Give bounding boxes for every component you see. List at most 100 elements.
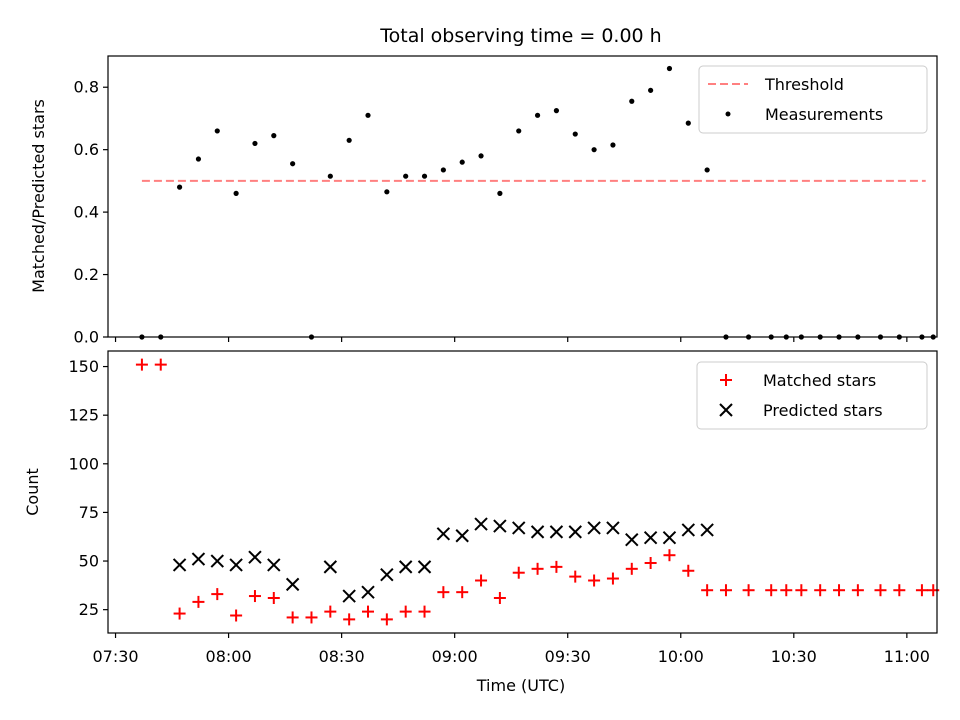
predicted-stars-point (398, 560, 413, 574)
predicted-stars-point (587, 521, 601, 535)
measurement-point (553, 108, 560, 114)
predicted-stars-point (342, 589, 356, 603)
matched-stars-point (135, 358, 148, 371)
predicted-stars-point (323, 560, 338, 574)
predicted-stars-point (549, 525, 564, 539)
x-tick-label: 10:00 (658, 647, 704, 666)
x-tick-label: 10:30 (771, 647, 817, 666)
ratio-axes-frame (107, 55, 938, 338)
predicted-stars-point (172, 558, 187, 572)
y-tick-label: 0.6 (74, 140, 99, 159)
measurement-point (629, 98, 635, 104)
matched-stars-point (475, 574, 488, 587)
matched-stars-point (780, 584, 793, 597)
measurement-point (421, 173, 428, 179)
matched-stars-point (606, 572, 619, 585)
ratio-x-axis (114, 337, 908, 342)
predicted-stars-point (493, 519, 507, 533)
predicted-stars-point (380, 567, 394, 582)
predicted-stars-point (361, 585, 375, 599)
measurement-point (440, 167, 446, 173)
predicted-stars-point (417, 560, 432, 574)
predicted-stars-point (191, 552, 206, 566)
matched-stars-point (851, 584, 864, 597)
count-legend-box (696, 361, 928, 430)
ratio-plot-area (139, 65, 936, 340)
matched-legend-label: Matched stars (763, 371, 876, 390)
y-tick-label: 0.4 (74, 203, 99, 222)
y-tick-label: 100 (68, 454, 99, 473)
measurement-point (704, 167, 710, 173)
ratio-legend: Threshold Measurements (698, 65, 928, 134)
measurement-point (534, 112, 541, 118)
matched-stars-point (644, 556, 657, 569)
matched-stars-point (569, 570, 582, 583)
x-tick-label: 09:30 (545, 647, 591, 666)
measurement-point (610, 142, 616, 148)
predicted-stars-point (285, 577, 300, 592)
matched-stars-point (399, 605, 412, 618)
measurement-point (327, 173, 333, 179)
matched-stars-point (286, 611, 299, 624)
predicted-legend-swatch (719, 403, 733, 417)
matched-stars-point (267, 591, 280, 604)
ratio-panel: 0.00.20.40.60.8 Matched/Predicted stars … (29, 55, 938, 347)
y-tick-label: 25 (79, 600, 99, 619)
matched-stars-point (456, 586, 469, 599)
ratio-y-axis-label: Matched/Predicted stars (29, 99, 48, 293)
matched-stars-point (531, 562, 544, 575)
measurement-point (666, 65, 673, 72)
matched-stars-point (742, 584, 755, 597)
matched-stars-point (343, 613, 356, 626)
y-tick-label: 75 (79, 503, 99, 522)
count-panel: 25 50 75 100 125 150 07:30 08:00 08:30 09:00 09:3… (23, 350, 940, 695)
matched-stars-point (192, 595, 205, 608)
measurement-point (403, 173, 409, 179)
predicted-stars-point (210, 554, 224, 568)
x-tick-label: 08:30 (319, 647, 365, 666)
y-tick-label: 150 (68, 357, 99, 376)
matched-stars-point (305, 611, 318, 624)
measurement-point (176, 184, 183, 190)
predicted-stars-point (681, 523, 696, 537)
measurements-legend-swatch (725, 111, 731, 117)
measurement-point (346, 137, 352, 143)
predicted-stars-point (474, 517, 488, 531)
predicted-stars-point (643, 530, 658, 545)
matched-stars-point (915, 584, 928, 597)
measurement-point (497, 190, 503, 196)
matched-stars-point (893, 584, 906, 597)
predicted-legend-label: Predicted stars (763, 401, 883, 420)
x-tick-label: 09:00 (432, 647, 478, 666)
matched-stars-point (814, 584, 827, 597)
matched-stars-point (512, 566, 525, 579)
measurement-point (685, 120, 691, 126)
matched-stars-point (362, 605, 375, 618)
count-x-axis: 07:30 08:00 08:30 09:00 09:30 10:00 10:30 11:00 (92, 633, 930, 666)
matched-stars-point (719, 584, 732, 597)
matched-stars-point (154, 358, 167, 371)
matched-stars-point (701, 584, 714, 597)
predicted-stars-point (606, 521, 620, 535)
count-plot-area (135, 358, 940, 626)
matched-legend-swatch (720, 374, 732, 386)
matched-stars-point (625, 562, 638, 575)
y-tick-label: 50 (79, 552, 99, 571)
matched-stars-point (248, 590, 261, 603)
count-axes-frame (107, 350, 938, 634)
measurement-point (195, 156, 202, 162)
measurement-point (572, 131, 578, 137)
matched-stars-point (380, 613, 393, 626)
x-tick-label: 08:00 (206, 647, 252, 666)
predicted-stars-point (700, 523, 714, 537)
matched-stars-point (324, 605, 337, 618)
matched-stars-point (211, 588, 224, 601)
count-x-axis-label: Time (UTC) (476, 676, 565, 695)
measurement-point (516, 128, 522, 134)
matched-stars-point (765, 584, 778, 597)
matched-stars-point (588, 574, 601, 587)
y-tick-label: 0.0 (74, 328, 99, 347)
x-tick-label: 11:00 (884, 647, 930, 666)
measurement-point (290, 161, 296, 167)
